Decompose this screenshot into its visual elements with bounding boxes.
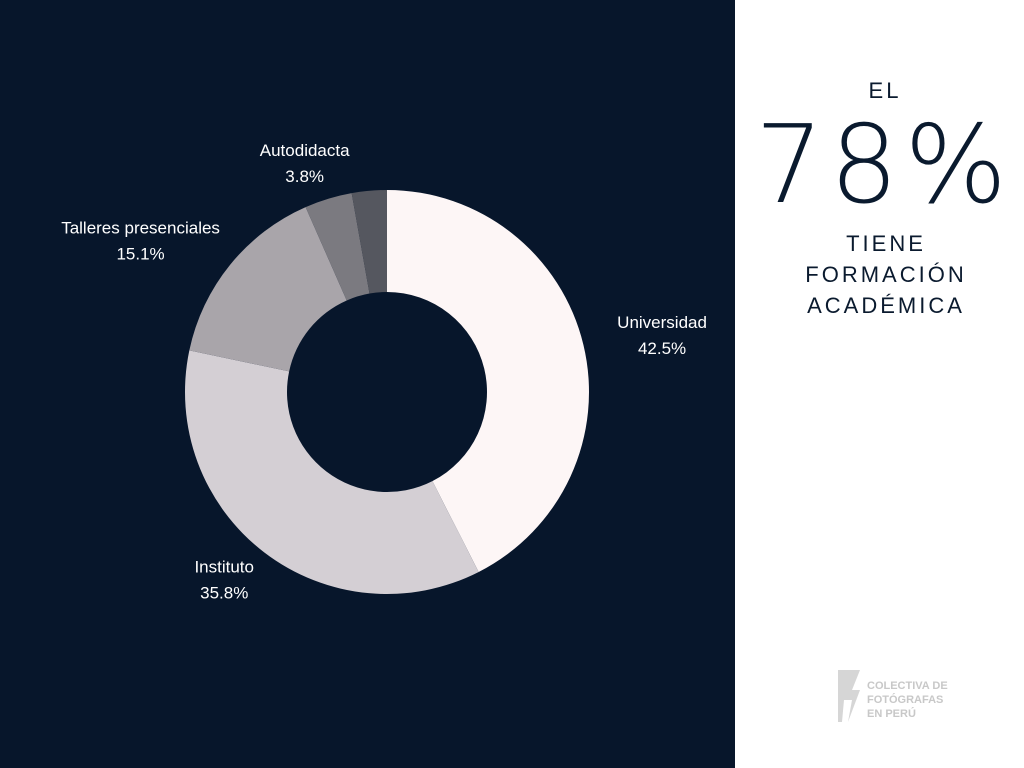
donut-slice: [387, 190, 590, 572]
slice-label: Instituto: [194, 557, 254, 576]
slice-label: Universidad: [617, 313, 707, 332]
side-line: TIENE: [846, 231, 926, 256]
logo-text: COLECTIVA DE: [867, 680, 948, 692]
side-panel: [735, 0, 1024, 768]
slice-label: Talleres presenciales: [61, 219, 220, 238]
slice-value-label: 35.8%: [200, 583, 248, 602]
slice-value-label: 15.1%: [116, 245, 164, 264]
logo-text: EN PERÚ: [867, 707, 916, 720]
donut-slice: [184, 350, 479, 594]
donut-slice: [189, 207, 347, 372]
side-line: FORMACIÓN: [805, 262, 966, 287]
donut-slice: [305, 193, 370, 301]
slice-value-label: 3.8%: [285, 167, 324, 186]
side-lead: EL: [869, 78, 902, 103]
chart-panel: [0, 0, 735, 768]
side-figure: 78%: [755, 103, 1013, 228]
side-line: ACADÉMICA: [807, 293, 965, 318]
donut-slice: [351, 190, 387, 294]
slice-value-label: 42.5%: [638, 339, 686, 358]
logo-text: FOTÓGRAFAS: [867, 693, 943, 706]
slice-label: Autodidacta: [260, 141, 350, 160]
logo-icon: [838, 670, 860, 722]
